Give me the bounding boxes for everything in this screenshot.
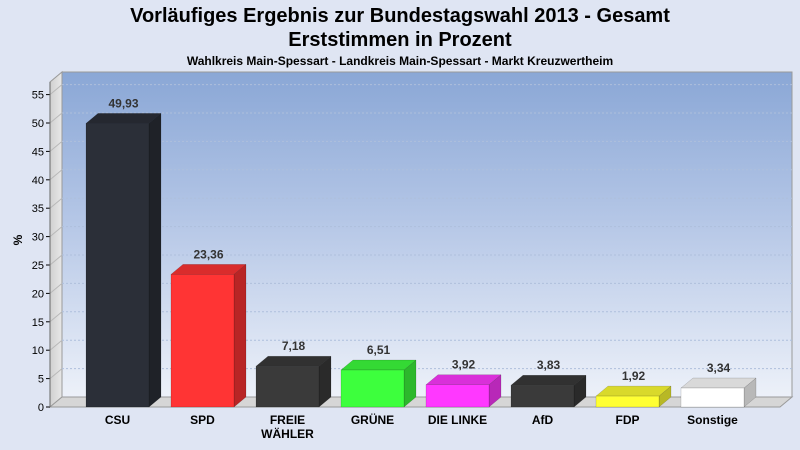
- bar-top: [510, 374, 587, 386]
- bar-front: [595, 395, 660, 408]
- y-tick-label: 50: [32, 118, 44, 130]
- y-tick-label: 35: [32, 203, 44, 215]
- bar-top: [680, 377, 757, 389]
- grid-line-side: [49, 197, 63, 209]
- bar-front: [170, 274, 235, 408]
- y-tick-label: 40: [32, 175, 44, 187]
- x-tick-label: GRÜNE: [351, 412, 394, 427]
- bar-top: [170, 264, 247, 275]
- data-label: 7,18: [282, 339, 306, 353]
- bar: [85, 112, 162, 408]
- bar-top: [85, 113, 162, 124]
- data-label: 3,83: [537, 358, 561, 372]
- bar-front: [510, 384, 575, 408]
- plot-side-wall: [49, 70, 63, 409]
- data-label: 6,51: [367, 343, 391, 357]
- bar: [340, 359, 417, 408]
- grid-line-side: [49, 339, 63, 351]
- grid-line-side: [49, 112, 63, 124]
- x-tick-label: Sonstige: [687, 413, 738, 427]
- y-axis-label: %: [11, 234, 25, 245]
- bar-top: [425, 374, 502, 385]
- bar-front: [85, 123, 150, 408]
- x-tick-label: DIE LINKE: [428, 413, 487, 427]
- plot-floor: [48, 396, 794, 408]
- bar-front: [425, 384, 490, 408]
- bar: [510, 374, 587, 408]
- y-tick-label: 25: [32, 260, 44, 272]
- chart-title-line-2: Erststimmen in Prozent: [288, 29, 512, 51]
- chart-title: Vorläufiges Ergebnis zur Bundestagswahl …: [130, 5, 670, 27]
- y-tick-label: 0: [38, 402, 44, 414]
- data-label: 49,93: [108, 96, 138, 110]
- bar-side: [233, 263, 247, 408]
- y-tick-label: 55: [32, 90, 44, 102]
- data-label: 3,34: [707, 361, 731, 375]
- data-label: 3,92: [452, 358, 476, 372]
- data-label: 23,36: [193, 247, 223, 261]
- bar-top: [255, 355, 332, 367]
- chart-subtitle: Wahlkreis Main-Spessart - Landkreis Main…: [186, 54, 614, 68]
- data-label: 1,92: [622, 369, 646, 383]
- grid-line-side: [49, 226, 63, 237]
- grid-line-side: [49, 84, 63, 95]
- bar: [680, 377, 757, 408]
- y-tick-label: 10: [32, 345, 44, 357]
- grid-line-side: [49, 311, 63, 323]
- x-tick-label: FDP: [616, 413, 640, 427]
- bar: [255, 355, 332, 408]
- y-tick-label: 20: [32, 288, 44, 300]
- x-tick-label: AfD: [532, 413, 554, 427]
- bar-side: [148, 112, 162, 408]
- grid-line-side: [49, 283, 63, 294]
- grid-line-side: [49, 368, 63, 379]
- x-tick-label: SPD: [190, 413, 215, 427]
- bar: [170, 263, 247, 408]
- y-tick-label: 30: [32, 232, 44, 244]
- bar-front: [340, 369, 405, 408]
- y-tick-label: 45: [32, 146, 44, 158]
- y-tick-label: 15: [32, 317, 44, 329]
- y-tick-label: 5: [38, 374, 44, 386]
- grid-line-side: [49, 141, 63, 152]
- grid-line-side: [49, 254, 63, 266]
- bar-front: [680, 387, 745, 408]
- x-tick-label: FREIE WÄHLER: [261, 413, 314, 441]
- x-tick-label: CSU: [105, 413, 130, 427]
- bar: [595, 385, 672, 408]
- bar-top: [595, 385, 672, 397]
- bar-top: [340, 359, 417, 371]
- bar: [425, 374, 502, 408]
- bar-front: [255, 365, 320, 408]
- grid-line-side: [49, 169, 63, 181]
